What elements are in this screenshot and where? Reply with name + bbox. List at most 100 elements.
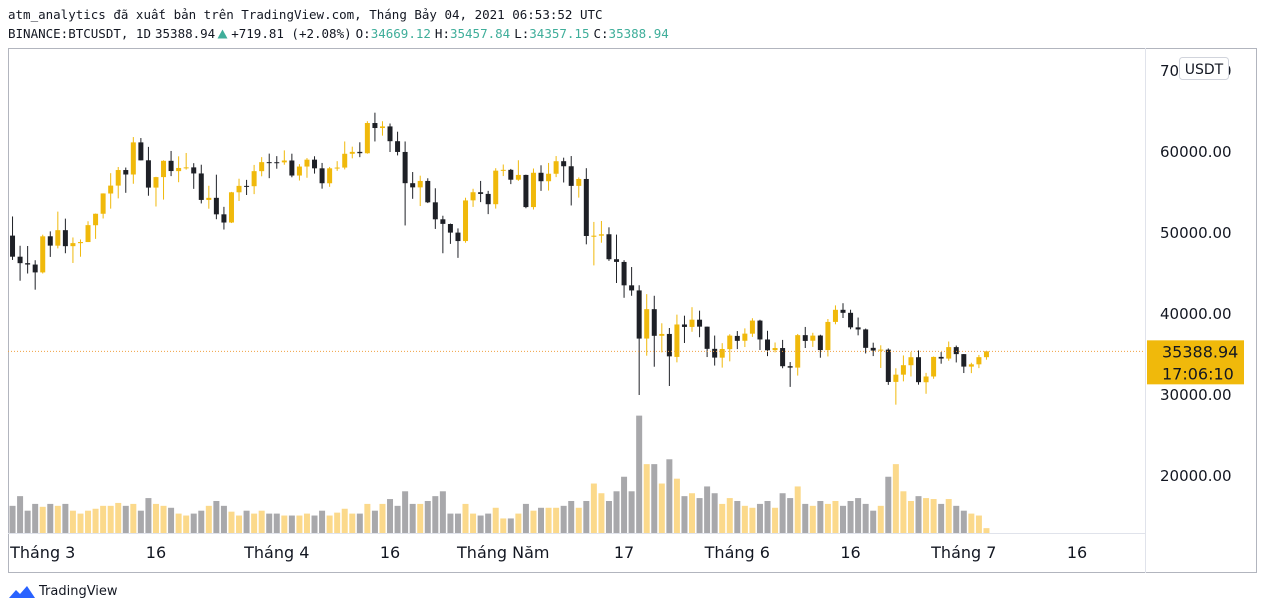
candle-body — [863, 329, 869, 348]
candle-body — [55, 230, 61, 246]
candle-body — [17, 256, 23, 264]
y-tick-label: 40000.00 — [1160, 305, 1232, 323]
candle-body — [244, 185, 250, 187]
candle-body — [855, 327, 861, 330]
volume-bar — [319, 510, 326, 533]
candle-body — [176, 167, 182, 172]
candle-body — [70, 243, 76, 247]
x-tick-label: Tháng 3 — [9, 543, 75, 562]
candle-body — [727, 335, 733, 350]
change: +719.81 (+2.08%) — [231, 26, 352, 41]
candle-body — [168, 160, 174, 172]
volume-bar — [417, 503, 424, 533]
candle-body — [357, 151, 363, 154]
candle-body — [281, 160, 287, 163]
volume-bar — [273, 513, 280, 533]
volume-bar — [130, 503, 137, 533]
volume-bar — [643, 464, 650, 533]
volume-bar — [371, 510, 378, 533]
price-label-box — [1147, 340, 1244, 385]
volume-bar — [492, 507, 499, 533]
volume-bar — [137, 510, 144, 533]
volume-bar — [281, 515, 288, 533]
volume-bar — [802, 503, 809, 533]
candle-body — [704, 326, 710, 349]
candle-body — [591, 235, 597, 237]
candle-body — [576, 178, 582, 186]
candle-body — [100, 193, 106, 214]
volume-layer — [9, 415, 990, 533]
currency-box — [1179, 57, 1229, 80]
candle-body — [961, 354, 967, 367]
volume-bar — [439, 491, 446, 533]
volume-bar — [968, 513, 975, 533]
candle-body — [334, 167, 340, 169]
volume-bar — [394, 505, 401, 533]
volume-bar — [545, 507, 552, 533]
candle-body — [916, 357, 922, 383]
candle-body — [636, 290, 642, 339]
candle-body — [666, 333, 672, 357]
volume-bar — [530, 510, 537, 533]
candle-body — [885, 349, 891, 382]
volume-bar — [515, 513, 522, 533]
y-tick-label: 30000.00 — [1160, 386, 1232, 404]
volume-bar — [387, 499, 394, 533]
volume-bar — [832, 500, 839, 533]
candle-body — [787, 366, 793, 368]
volume-bar — [809, 505, 816, 533]
candle-body — [983, 351, 989, 358]
volume-bar — [9, 505, 16, 533]
candle-body — [417, 180, 423, 188]
candle-layer — [8, 112, 1145, 405]
chart: 20000.00 30000.00 40000.00 50000.00 60000.00… — [8, 48, 1257, 573]
candle-body — [953, 347, 959, 355]
candle-body — [342, 153, 348, 168]
volume-bar — [205, 505, 212, 533]
volume-bar — [621, 476, 628, 533]
volume-bar — [485, 513, 492, 533]
candle-body — [432, 202, 438, 220]
volume-bar — [77, 513, 84, 533]
volume-bar — [945, 499, 952, 533]
candle-body — [312, 159, 318, 169]
candle-body — [130, 142, 136, 175]
volume-bar — [598, 493, 605, 533]
c-label: C: — [593, 26, 609, 41]
volume-bar — [840, 505, 847, 533]
candle-body — [546, 173, 552, 182]
candle-body — [387, 126, 393, 142]
candle-body — [289, 160, 295, 176]
volume-bar — [69, 510, 76, 533]
volume-bar — [779, 493, 786, 533]
candle-body — [500, 169, 506, 171]
volume-bar — [62, 503, 69, 533]
volume-bar — [462, 503, 469, 533]
candle-body — [228, 192, 234, 223]
candle-body — [561, 161, 567, 167]
o-label: O: — [355, 26, 371, 41]
volume-bar — [409, 503, 416, 533]
currency-label: USDT — [1185, 62, 1224, 78]
volume-bar — [915, 496, 922, 533]
footer: TradingView — [8, 583, 118, 599]
volume-bar — [658, 483, 665, 533]
candle-body — [538, 172, 544, 182]
candle-body — [976, 357, 982, 365]
candle-body — [77, 242, 83, 244]
volume-bar — [975, 515, 982, 533]
volume-bar — [507, 518, 514, 533]
candle-body — [349, 151, 355, 154]
candle-body — [674, 324, 680, 357]
candle-body — [108, 185, 114, 194]
axis-layer: 20000.00 30000.00 40000.00 50000.00 60000.00… — [9, 57, 1244, 562]
volume-bar — [168, 507, 175, 533]
volume-bar — [666, 459, 673, 533]
candle-body — [606, 234, 612, 260]
volume-bar — [522, 503, 529, 533]
price-label: 35388.94 — [1162, 342, 1238, 361]
candle-body — [848, 312, 854, 328]
volume-bar — [145, 498, 152, 533]
candle-body — [893, 374, 899, 382]
volume-bar — [92, 508, 99, 533]
